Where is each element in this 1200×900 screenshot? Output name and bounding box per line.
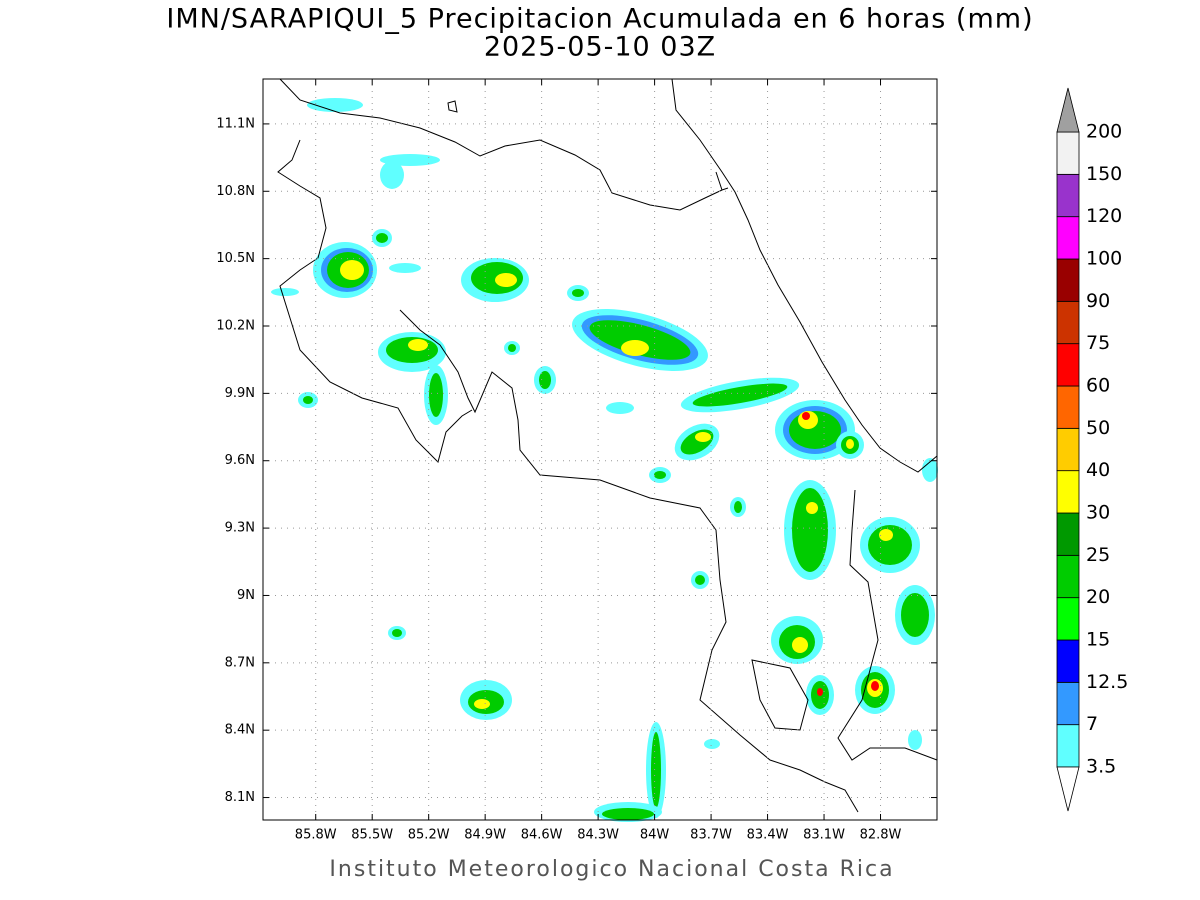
colorbar-box	[1056, 639, 1080, 683]
colorbar-label: 30	[1086, 502, 1110, 524]
colorbar-box	[1056, 427, 1080, 472]
x-tick-label: 85.5W	[351, 828, 393, 843]
colorbar-label: 12.5	[1086, 671, 1128, 693]
colorbar-label: 120	[1086, 205, 1122, 227]
colorbar-label: 100	[1086, 248, 1122, 270]
x-tick-label: 84.3W	[577, 828, 619, 843]
colorbar-label: 60	[1086, 375, 1110, 397]
x-tick-label: 84.9W	[464, 828, 506, 843]
colorbar-box	[1056, 173, 1080, 218]
precipitation-field	[271, 98, 938, 822]
colorbar-label: 150	[1086, 163, 1122, 185]
colorbar-under-arrow	[1056, 766, 1080, 812]
colorbar-label: 75	[1086, 332, 1110, 354]
footer: Instituto Meteorologico Nacional Costa R…	[329, 857, 894, 882]
colorbar-label: 200	[1086, 121, 1122, 143]
title: IMN/SARAPIQUI_5 Precipitacion Acumulada …	[166, 4, 1033, 35]
y-tick-label: 8.4N	[225, 723, 255, 738]
colorbar-box	[1056, 258, 1080, 302]
x-tick-label: 83.7W	[690, 828, 732, 843]
x-tick-label: 83.4W	[747, 828, 789, 843]
y-tick-label: 8.1N	[225, 790, 255, 805]
colorbar-box	[1056, 554, 1080, 599]
colorbar-box	[1056, 470, 1080, 514]
y-tick-label: 10.8N	[216, 184, 255, 199]
y-tick-label: 9.6N	[225, 453, 255, 468]
coastlines	[277, 78, 938, 813]
colorbar-label: 50	[1086, 417, 1110, 439]
x-tick-label: 84.6W	[521, 828, 563, 843]
colorbar-box	[1056, 597, 1080, 641]
colorbar-box	[1056, 216, 1080, 260]
colorbar-box	[1056, 343, 1080, 387]
colorbar-box	[1056, 512, 1080, 556]
y-tick-label: 10.2N	[216, 319, 255, 334]
y-tick-label: 9N	[237, 588, 255, 603]
y-tick-label: 11.1N	[216, 116, 255, 131]
y-tick-label: 10.5N	[216, 251, 255, 266]
colorbar-label: 25	[1086, 544, 1110, 566]
colorbar-label: 40	[1086, 459, 1110, 481]
colorbar-label: 7	[1086, 713, 1098, 735]
colorbar-label: 90	[1086, 290, 1110, 312]
subtitle: 2025-05-10 03Z	[484, 32, 716, 63]
x-tick-label: 85.8W	[295, 828, 337, 843]
map-frame	[262, 78, 938, 821]
colorbar-over-arrow	[1056, 87, 1080, 133]
y-tick-label: 9.9N	[225, 386, 255, 401]
colorbar-box	[1056, 681, 1080, 726]
colorbar-box	[1056, 131, 1080, 175]
colorbar-box	[1056, 724, 1080, 768]
x-tick-label: 84W	[640, 828, 670, 843]
x-tick-label: 82.8W	[860, 828, 902, 843]
colorbar-box	[1056, 385, 1080, 429]
colorbar-label: 20	[1086, 586, 1110, 608]
colorbar-label: 15	[1086, 629, 1110, 651]
x-tick-label: 83.1W	[803, 828, 845, 843]
colorbar-label: 3.5	[1086, 756, 1116, 778]
colorbar-box	[1056, 300, 1080, 345]
y-tick-label: 9.3N	[225, 521, 255, 536]
x-tick-label: 85.2W	[408, 828, 450, 843]
y-tick-label: 8.7N	[225, 655, 255, 670]
